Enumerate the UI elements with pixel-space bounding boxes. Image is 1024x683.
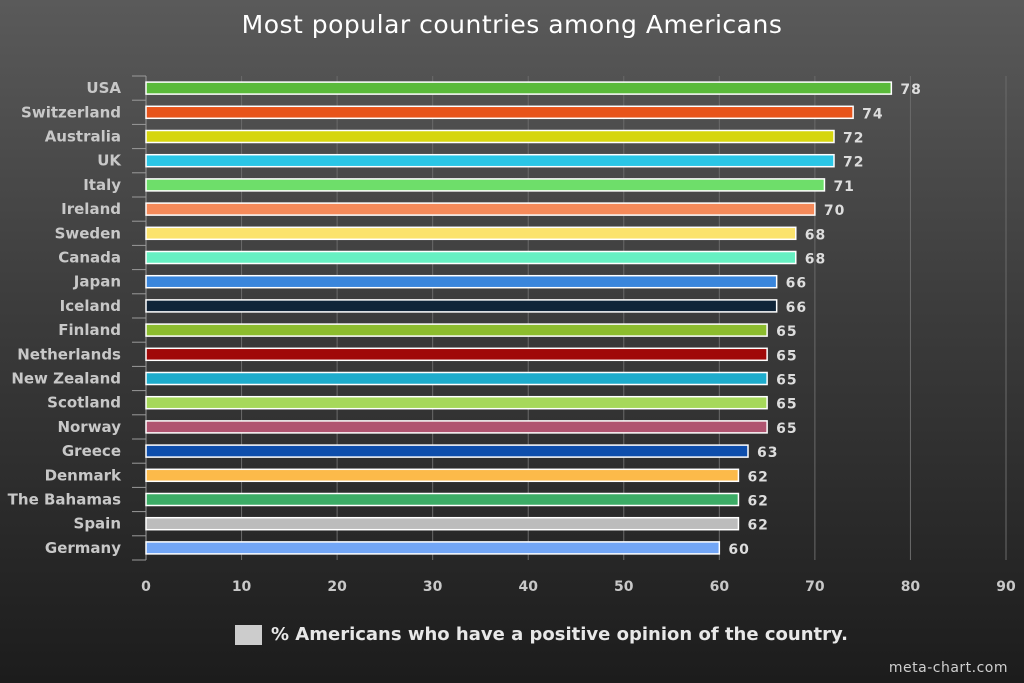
category-label: Germany xyxy=(45,539,121,557)
category-label: Japan xyxy=(73,273,121,291)
x-tick-label: 20 xyxy=(327,579,347,595)
category-label: Greece xyxy=(62,442,121,460)
bar-switzerland xyxy=(145,105,854,120)
bar-japan xyxy=(145,274,778,289)
bars xyxy=(145,81,893,555)
value-label: 62 xyxy=(747,494,768,510)
bar-germany xyxy=(145,541,721,555)
category-label: Netherlands xyxy=(17,345,121,363)
value-label: 66 xyxy=(786,276,807,292)
bar-sweden xyxy=(145,226,797,241)
value-label: 65 xyxy=(776,324,797,340)
bar-uk xyxy=(145,153,835,168)
labels: 0 10 20 30 40 50 60 70 80 90 USA 78 Switzerland 74 Aus… xyxy=(8,79,1016,595)
legend-label: % Americans who have a positive opinion … xyxy=(271,624,848,645)
value-label: 72 xyxy=(843,155,864,171)
value-label: 62 xyxy=(747,518,768,534)
x-tick-label: 70 xyxy=(805,579,825,595)
bar-usa xyxy=(145,81,893,95)
value-label: 65 xyxy=(776,421,797,437)
value-label: 70 xyxy=(824,203,845,219)
value-label: 72 xyxy=(843,131,864,147)
x-tick-label: 10 xyxy=(232,579,252,595)
bar-canada xyxy=(145,250,797,265)
bar-ireland xyxy=(145,202,816,216)
x-tick-label: 90 xyxy=(996,579,1016,595)
category-label: Australia xyxy=(45,128,121,146)
bar-australia xyxy=(145,129,835,144)
bar-italy xyxy=(145,178,826,192)
value-label: 65 xyxy=(776,348,797,364)
axes xyxy=(132,75,147,561)
legend[interactable]: % Americans who have a positive opinion … xyxy=(235,624,848,645)
category-label: USA xyxy=(86,79,121,97)
x-tick-label: 80 xyxy=(901,579,921,595)
x-tick-label: 40 xyxy=(518,579,538,595)
x-tick-label: 50 xyxy=(614,579,634,595)
bar-netherlands xyxy=(145,347,768,362)
x-tick-label: 0 xyxy=(141,579,151,595)
category-label: Finland xyxy=(58,321,121,339)
bar-the-bahamas xyxy=(145,492,740,507)
bar-iceland xyxy=(145,299,778,313)
bar-norway xyxy=(145,420,768,434)
value-label: 66 xyxy=(786,300,807,316)
chart-title: Most popular countries among Americans xyxy=(241,10,783,39)
category-label: Ireland xyxy=(61,200,121,218)
value-label: 71 xyxy=(833,179,854,195)
bar-greece xyxy=(145,444,749,458)
category-label: New Zealand xyxy=(11,370,121,388)
bar-spain xyxy=(145,516,740,531)
value-label: 68 xyxy=(805,227,826,243)
category-label: The Bahamas xyxy=(8,491,121,509)
category-label: Norway xyxy=(57,418,121,436)
value-label: 74 xyxy=(862,106,883,122)
value-label: 65 xyxy=(776,373,797,389)
category-label: Switzerland xyxy=(21,103,121,121)
bar-finland xyxy=(145,323,768,337)
x-tick-label: 30 xyxy=(423,579,443,595)
category-label: Scotland xyxy=(47,394,121,412)
bar-denmark xyxy=(145,468,740,483)
value-label: 62 xyxy=(747,469,768,485)
legend-swatch xyxy=(235,624,262,645)
category-label: Iceland xyxy=(60,297,121,315)
grid-lines xyxy=(241,76,1007,560)
x-tick-label: 60 xyxy=(710,579,730,595)
category-label: UK xyxy=(97,152,122,170)
category-label: Denmark xyxy=(45,466,122,484)
value-label: 78 xyxy=(900,82,921,98)
category-label: Sweden xyxy=(55,224,121,242)
category-label: Spain xyxy=(74,515,121,533)
bar-new-zealand xyxy=(145,371,768,386)
value-label: 65 xyxy=(776,397,797,413)
value-label: 68 xyxy=(805,252,826,268)
category-label: Canada xyxy=(58,249,121,267)
bar-scotland xyxy=(145,395,768,410)
value-label: 63 xyxy=(757,445,778,461)
value-label: 60 xyxy=(728,542,749,558)
credit-text: meta-chart.com xyxy=(888,660,1008,676)
category-label: Italy xyxy=(83,176,121,194)
